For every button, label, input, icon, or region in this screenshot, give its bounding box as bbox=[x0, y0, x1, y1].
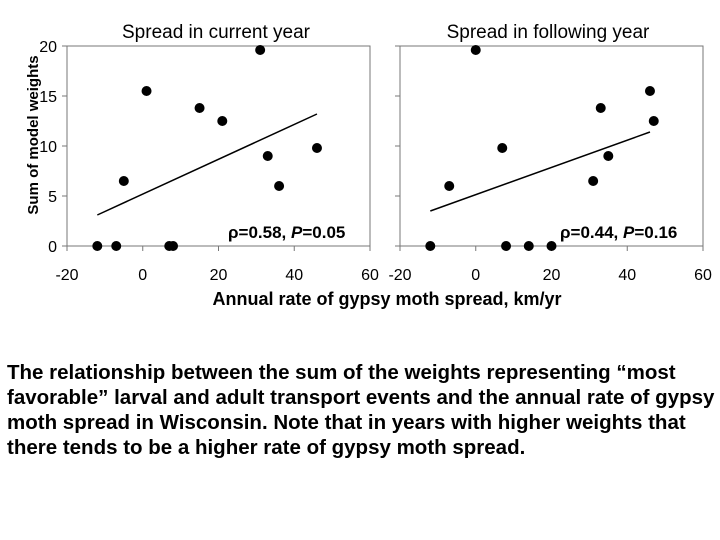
data-point bbox=[603, 151, 614, 161]
data-point bbox=[217, 116, 228, 126]
data-point bbox=[523, 241, 534, 251]
panel-current-year: Spread in current year 0 5 10 15 20 -20 0 20 40… bbox=[39, 22, 379, 284]
x-tick-label: 0 bbox=[471, 267, 480, 284]
y-tick-label: 20 bbox=[39, 39, 57, 56]
data-point bbox=[194, 103, 205, 113]
data-point bbox=[255, 45, 266, 55]
data-point bbox=[118, 176, 129, 186]
data-point bbox=[644, 86, 655, 96]
y-tick-labels: 0 5 10 15 20 bbox=[39, 39, 57, 256]
plot-frame bbox=[399, 45, 704, 247]
data-point bbox=[262, 151, 273, 161]
data-point bbox=[141, 86, 152, 96]
x-tick-label: -20 bbox=[388, 267, 411, 284]
x-tick-label: 60 bbox=[694, 267, 712, 284]
data-point bbox=[425, 241, 436, 251]
x-tick-labels: -20 0 20 40 60 bbox=[55, 267, 379, 284]
scatter-figure: Sum of model weights Annual rate of gyps… bbox=[25, 22, 712, 309]
data-point bbox=[470, 45, 481, 55]
correlation-annotation: ρ=0.44, P=0.16 bbox=[560, 223, 677, 242]
figure-caption: The relationship between the sum of the … bbox=[7, 361, 715, 459]
x-tick-labels: -20 0 20 40 60 bbox=[388, 267, 712, 284]
data-point bbox=[444, 181, 455, 191]
data-point bbox=[111, 241, 122, 251]
x-tick-label: 40 bbox=[618, 267, 636, 284]
data-point bbox=[274, 181, 285, 191]
data-points bbox=[425, 45, 659, 251]
x-tick-label: 20 bbox=[210, 267, 228, 284]
correlation-annotation: ρ=0.58, P=0.05 bbox=[228, 223, 345, 242]
data-point bbox=[92, 241, 103, 251]
data-point bbox=[595, 103, 606, 113]
tick-marks bbox=[62, 45, 371, 251]
y-tick-label: 15 bbox=[39, 89, 57, 106]
panel-following-year: Spread in following year -20 0 20 40 60 ρ=0.… bbox=[388, 22, 712, 284]
data-point bbox=[501, 241, 512, 251]
y-axis-label: Sum of model weights bbox=[25, 55, 42, 214]
x-axis-label: Annual rate of gypsy moth spread, km/yr bbox=[212, 289, 561, 309]
data-points bbox=[92, 45, 322, 251]
y-tick-label: 0 bbox=[48, 239, 57, 256]
plot-frame bbox=[66, 45, 371, 247]
data-point bbox=[497, 143, 508, 153]
data-point bbox=[588, 176, 599, 186]
panel-title: Spread in following year bbox=[447, 22, 650, 43]
panel-title: Spread in current year bbox=[122, 22, 311, 43]
data-point bbox=[546, 241, 557, 251]
data-point bbox=[648, 116, 659, 126]
data-point bbox=[311, 143, 322, 153]
x-tick-label: 0 bbox=[138, 267, 147, 284]
x-tick-label: 60 bbox=[361, 267, 379, 284]
y-tick-label: 5 bbox=[48, 189, 57, 206]
trendline bbox=[96, 113, 318, 216]
y-tick-label: 10 bbox=[39, 139, 57, 156]
x-tick-label: -20 bbox=[55, 267, 78, 284]
x-tick-label: 20 bbox=[543, 267, 561, 284]
x-tick-label: 40 bbox=[285, 267, 303, 284]
tick-marks bbox=[395, 45, 704, 251]
data-point bbox=[168, 241, 179, 251]
trendline bbox=[430, 131, 651, 212]
